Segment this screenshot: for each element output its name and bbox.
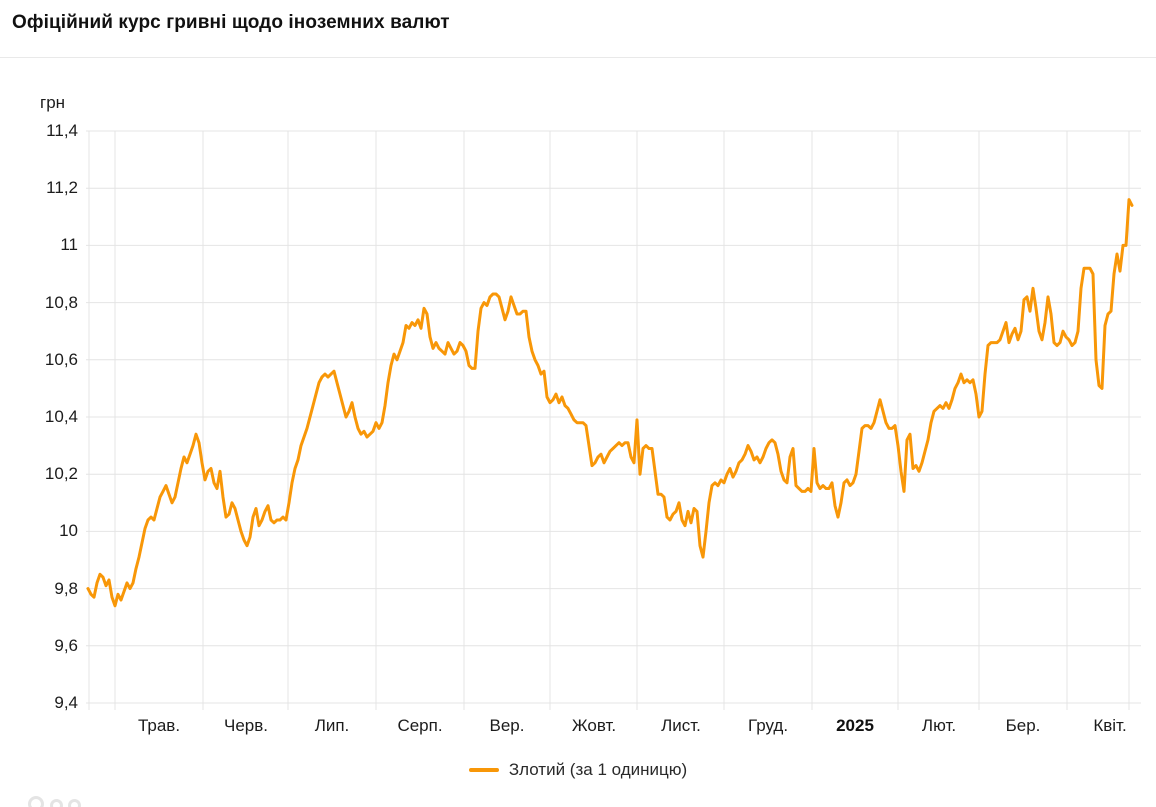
y-tick-label: 10,8 — [44, 292, 78, 312]
x-tick-label: Вер. — [489, 716, 525, 735]
title-divider — [0, 57, 1156, 58]
legend-item-zlotyi[interactable]: Злотий (за 1 одиницю) — [468, 760, 688, 780]
legend-item-label: Злотий (за 1 одиницю) — [508, 760, 688, 779]
y-tick-label: 9,8 — [54, 578, 78, 598]
x-tick-label: Лист. — [661, 716, 701, 735]
y-tick-label: 10,4 — [44, 407, 78, 426]
series-line-zlotyi[interactable] — [86, 198, 1134, 608]
legend-line-swatch — [468, 768, 499, 772]
x-tick-label: Лип. — [314, 716, 350, 735]
x-tick-label: Бер. — [1005, 716, 1041, 735]
watermark-logo-partial — [28, 794, 98, 807]
y-tick-label: 10,2 — [44, 464, 78, 484]
x-tick-label: Трав. — [137, 716, 181, 735]
y-tick-label: 11 — [60, 235, 78, 255]
chart-legend: Злотий (за 1 одиницю) — [0, 760, 1156, 780]
x-tick-label: Квіт. — [1093, 716, 1127, 735]
y-tick-label: 9,6 — [54, 635, 78, 655]
watermark-circle-icon — [68, 799, 81, 807]
y-tick-label: 11,4 — [46, 121, 78, 140]
x-tick-label: 2025 — [836, 716, 874, 735]
x-tick-label: Черв. — [224, 716, 268, 735]
y-tick-label: 11,2 — [46, 178, 78, 198]
y-tick-label: 10 — [59, 521, 78, 541]
y-tick-label: 10,6 — [44, 349, 78, 369]
x-tick-label: Жовт. — [571, 716, 617, 735]
x-tick-label: Груд. — [747, 716, 789, 735]
watermark-circle-icon — [50, 799, 63, 807]
page-title: Офіційний курс гривні щодо іноземних вал… — [12, 12, 450, 33]
x-tick-label: Лют. — [921, 716, 957, 735]
x-tick-label: Серп. — [397, 716, 443, 735]
watermark-circle-icon — [28, 796, 44, 807]
y-axis-unit-label: грн — [40, 93, 66, 112]
y-tick-label: 9,4 — [54, 693, 78, 712]
